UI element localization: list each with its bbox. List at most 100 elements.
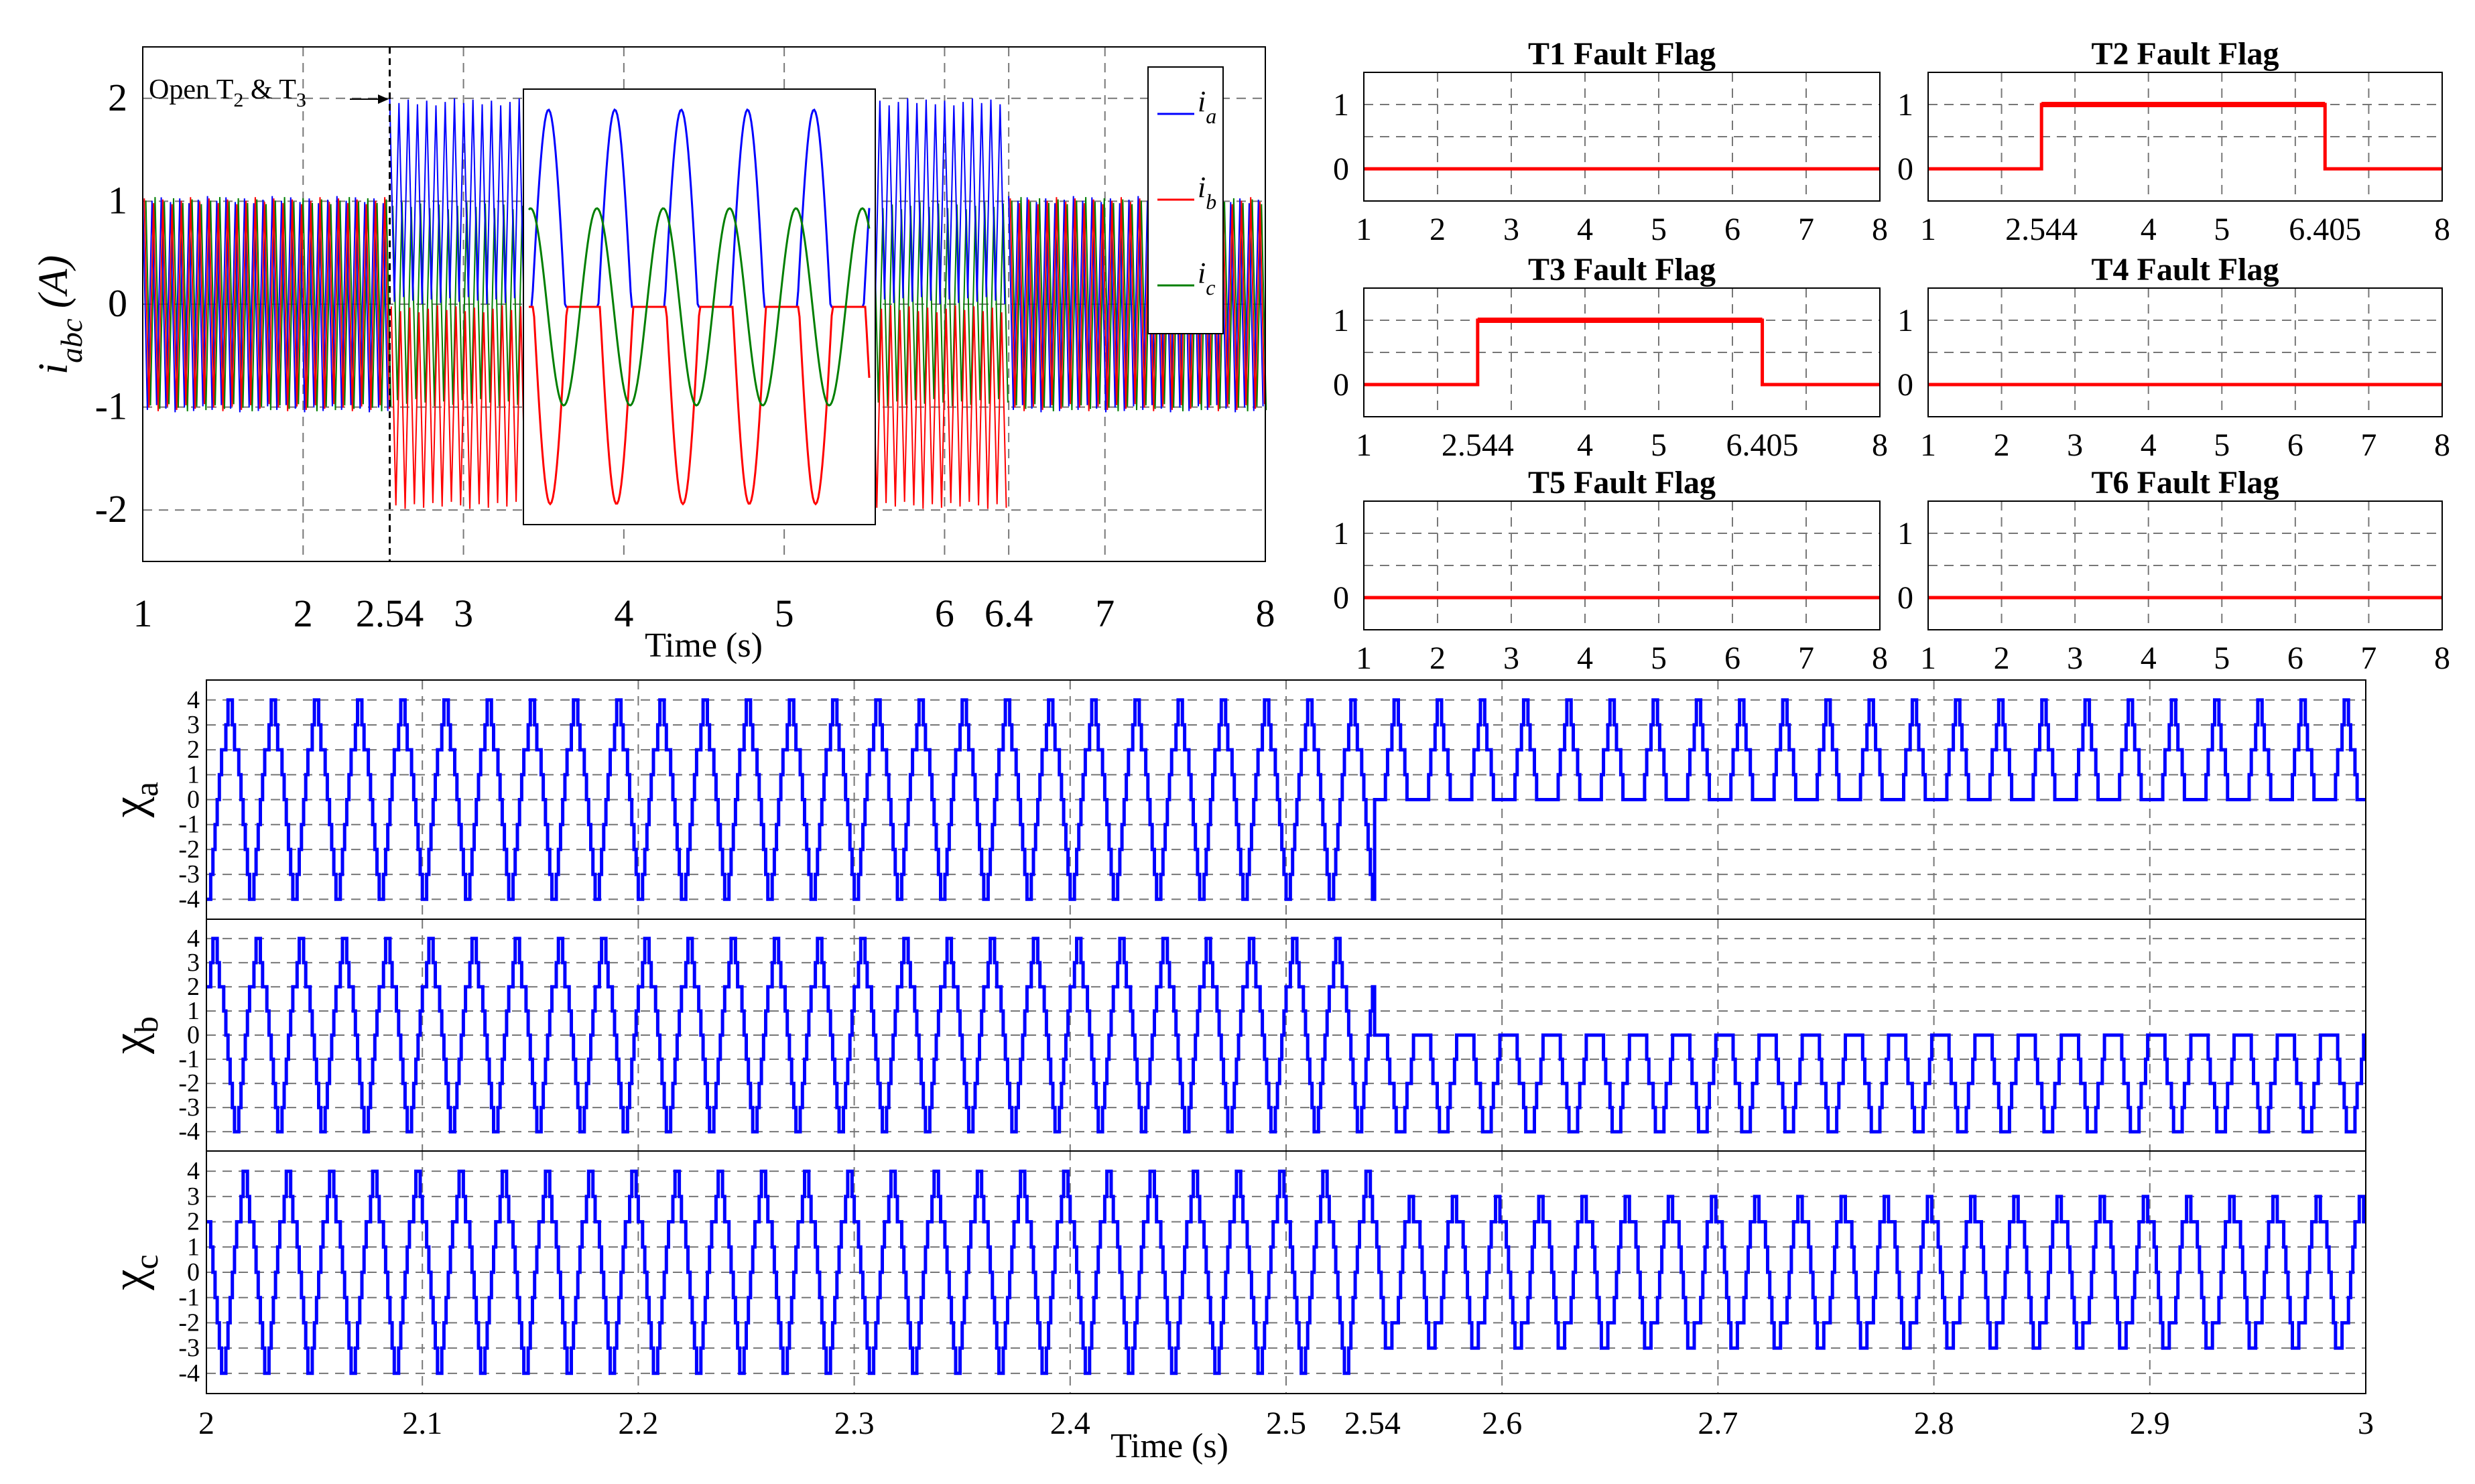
T3-xtick: 4 [1577, 427, 1593, 463]
current-xtick: 6 [935, 592, 954, 635]
T6-xtick: 4 [2141, 640, 2157, 676]
T5-xtick: 8 [1872, 640, 1888, 676]
current-xtick: 7 [1095, 592, 1115, 635]
T5-xtick: 6 [1724, 640, 1740, 676]
T5-xtick: 2 [1430, 640, 1446, 676]
T1-title: T1 Fault Flag [1528, 36, 1716, 72]
T4-xtick: 4 [2141, 427, 2157, 463]
T4-xtick: 2 [1994, 427, 2010, 463]
chi-xtick: 3 [2358, 1406, 2374, 1441]
current-xtick: 1 [133, 592, 153, 635]
T1-xtick: 2 [1430, 212, 1446, 247]
chi-a-line [206, 698, 2366, 901]
T6-xtick: 1 [1920, 640, 1936, 676]
chi-c-ytick: -1 [178, 1284, 200, 1312]
T3-xtick: 6.405 [1726, 427, 1799, 463]
T6-ytick: 1 [1897, 516, 1913, 551]
chi-xtick: 2.5 [1266, 1406, 1306, 1441]
T4-xtick: 7 [2360, 427, 2376, 463]
current-ylabel: iabc (A) [31, 255, 88, 375]
T4-ytick: 0 [1897, 367, 1913, 403]
chi-xtick: 2.4 [1050, 1406, 1090, 1441]
chi-a-ytick: 1 [187, 760, 200, 789]
T5-xtick: 7 [1798, 640, 1814, 676]
T2-xtick: 4 [2141, 212, 2157, 247]
current-plot-frame [142, 46, 1266, 562]
T2-xtick: 6.405 [2289, 212, 2361, 247]
chi-b-ytick: -4 [178, 1118, 200, 1146]
T1-xtick: 8 [1872, 212, 1888, 247]
legend-label-a: ia [1198, 85, 1216, 128]
T1-frame [1363, 72, 1881, 202]
current-xtick: 8 [1256, 592, 1275, 635]
inset-ib-line [529, 306, 871, 506]
T2-frame [1927, 72, 2443, 202]
chi-a-ytick: 4 [187, 686, 200, 714]
T3-flag-line [1364, 318, 1880, 387]
T5-xtick: 1 [1356, 640, 1372, 676]
T1-xtick: 7 [1798, 212, 1814, 247]
annotation-arrow-head [378, 94, 389, 104]
T2-xtick: 2.544 [2005, 212, 2078, 247]
chi-b-ylabel: χb [103, 1016, 165, 1055]
T3-xtick: 1 [1356, 427, 1372, 463]
chi-a-ylabel: χa [103, 782, 165, 818]
chi-b-ytick: 1 [187, 997, 200, 1025]
legend-label-c: ic [1198, 257, 1215, 299]
T6-ytick: 0 [1897, 580, 1913, 616]
chi-c-line [206, 1169, 2366, 1375]
T1-ytick: 0 [1333, 151, 1349, 187]
chi-b-ytick: 2 [187, 973, 200, 1001]
chi-a-ytick: -4 [178, 885, 200, 913]
chi-a-ytick: -2 [178, 835, 200, 864]
current-xtick: 2 [294, 592, 313, 635]
chi-b-ytick: -3 [178, 1093, 200, 1122]
T3-ytick: 1 [1333, 303, 1349, 338]
T6-frame [1927, 500, 2443, 630]
T4-frame [1927, 287, 2443, 417]
T6-xtick: 8 [2434, 640, 2450, 676]
T2-ytick: 0 [1897, 151, 1913, 187]
chi-a-ytick: -1 [178, 811, 200, 839]
T5-frame [1363, 500, 1881, 630]
chi-c-frame [206, 1150, 2366, 1394]
T6-xtick: 7 [2360, 640, 2376, 676]
chi-b-ytick: 4 [187, 925, 200, 953]
chi-a-ytick: -3 [178, 860, 200, 888]
T3-xtick: 2.544 [1442, 427, 1514, 463]
T4-ytick: 1 [1897, 303, 1913, 338]
T5-ytick: 0 [1333, 580, 1349, 616]
current-xtick: 3 [454, 592, 473, 635]
current-xlabel: Time (s) [645, 626, 763, 665]
legend-label-b: ib [1198, 171, 1216, 214]
T1-ytick: 1 [1333, 87, 1349, 123]
chi-c-ylabel: χc [103, 1254, 165, 1290]
T1-xtick: 3 [1503, 212, 1519, 247]
current-ytick: 0 [108, 281, 127, 325]
T4-xtick: 3 [2067, 427, 2083, 463]
T4-xtick: 8 [2434, 427, 2450, 463]
chi-a-ytick: 0 [187, 786, 200, 814]
chi-b-ytick: -1 [178, 1045, 200, 1073]
T2-xtick: 5 [2214, 212, 2230, 247]
chi-c-ytick: -4 [178, 1359, 200, 1388]
T5-title: T5 Fault Flag [1528, 465, 1716, 500]
current-xtick: 6.4 [985, 592, 1033, 635]
T6-xtick: 6 [2287, 640, 2303, 676]
T5-ytick: 1 [1333, 516, 1349, 551]
T2-xtick: 8 [2434, 212, 2450, 247]
T3-xtick: 5 [1651, 427, 1667, 463]
current-ytick: 2 [108, 76, 127, 119]
chi-a-ytick: 2 [187, 736, 200, 764]
T1-xtick: 5 [1651, 212, 1667, 247]
T3-title: T3 Fault Flag [1528, 252, 1716, 287]
chi-xtick: 2 [198, 1406, 214, 1441]
T6-xtick: 5 [2214, 640, 2230, 676]
chi-c-ytick: -2 [178, 1308, 200, 1337]
T4-xtick: 5 [2214, 427, 2230, 463]
T2-flag-line [1928, 103, 2442, 171]
chi-b-ytick: 3 [187, 949, 200, 977]
T4-xtick: 1 [1920, 427, 1936, 463]
chi-xlabel: Time (s) [1110, 1427, 1228, 1465]
